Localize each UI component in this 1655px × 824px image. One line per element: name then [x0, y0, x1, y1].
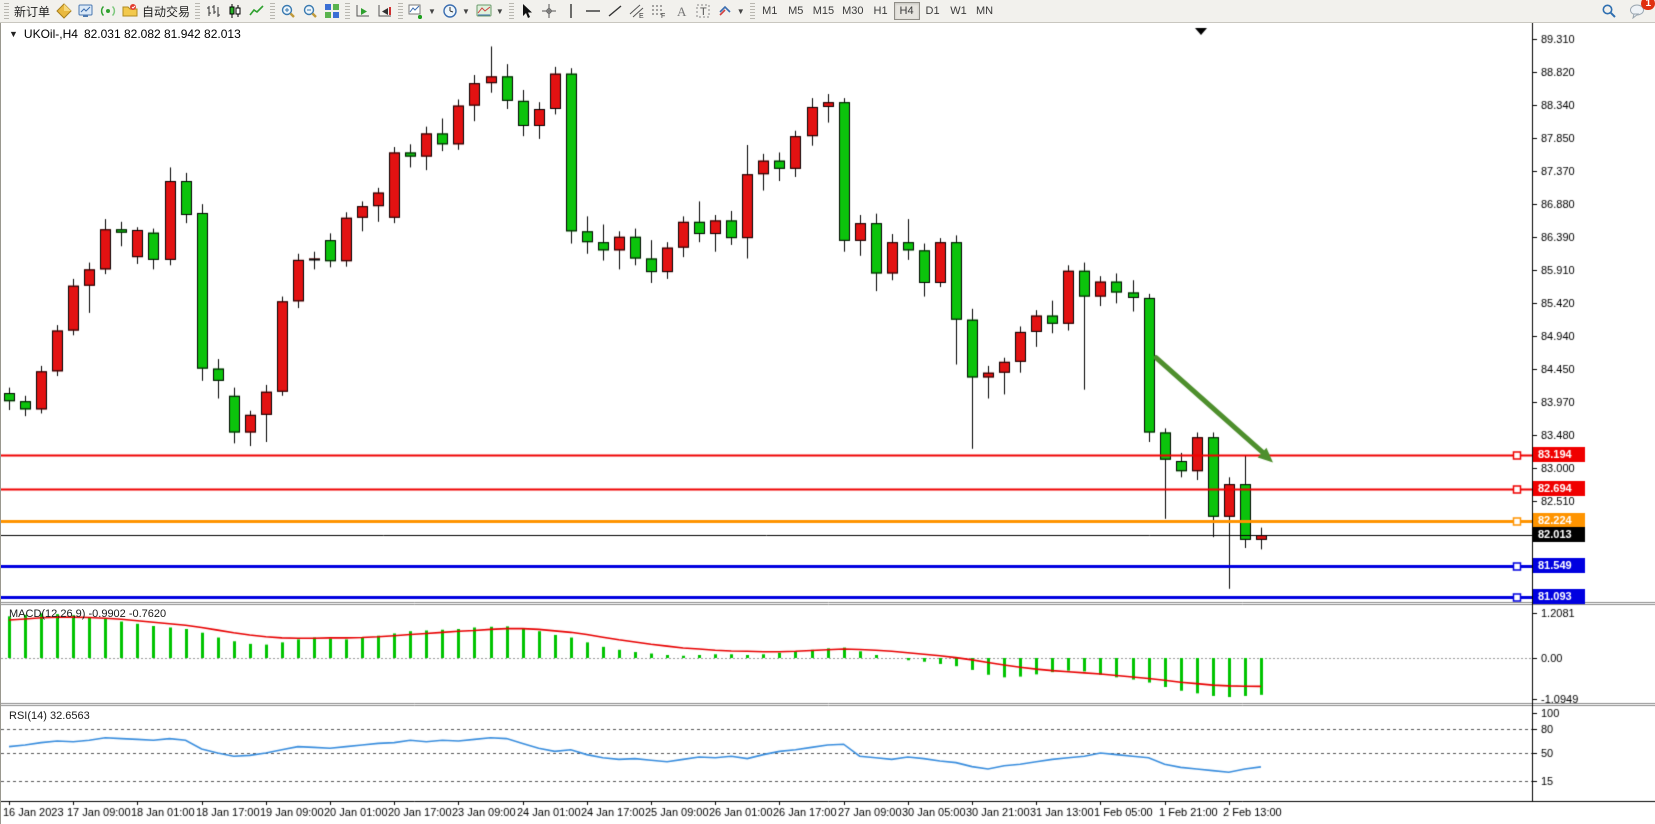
periods-button[interactable]: ▼ [439, 1, 473, 21]
toolbar-group-handle [345, 3, 351, 19]
chart-shift-icon [377, 3, 393, 19]
search-button[interactable] [1598, 1, 1620, 21]
toolbar-group [193, 0, 268, 22]
templates-button[interactable]: ▼ [473, 1, 507, 21]
tile-windows-button[interactable] [321, 1, 343, 21]
timeframe-m1-button[interactable]: M1 [757, 2, 783, 20]
hline-icon [585, 3, 601, 19]
crosshair-icon [541, 3, 557, 19]
svg-text:F: F [661, 13, 665, 19]
equidistant-channel-button[interactable]: E [626, 1, 648, 21]
indicators-button[interactable]: ▼ [405, 1, 439, 21]
chart-symbol-period: UKOil-,H4 [23, 27, 78, 41]
toolbar-group-handle [270, 3, 276, 19]
chart-window-icon-button[interactable] [53, 1, 75, 21]
toolbar-group: ▼ ▼ ▼ [396, 0, 507, 22]
toolbar-group [268, 0, 343, 22]
toolbar-group-handle [4, 3, 9, 19]
svg-text:T: T [700, 6, 707, 18]
horizontal-line-button[interactable] [582, 1, 604, 21]
bar-chart-button[interactable] [202, 1, 224, 21]
dropdown-caret-icon[interactable]: ▼ [428, 6, 436, 16]
cursor-icon [519, 3, 535, 19]
toolbar-group-handle [508, 3, 514, 19]
auto-scroll-icon [355, 3, 371, 19]
notification-badge: 1 [1641, 0, 1655, 10]
arrows-button[interactable]: ▼ [714, 1, 748, 21]
chat-icon [1630, 4, 1644, 19]
svg-text:A: A [677, 4, 687, 19]
text-icon: A [673, 3, 689, 19]
fibonacci-button[interactable]: F [648, 1, 670, 21]
toolbar-group-handle [398, 3, 404, 19]
timeframe-m30-button[interactable]: M30 [838, 2, 867, 20]
line-chart-icon [249, 3, 265, 19]
vertical-line-button[interactable] [560, 1, 582, 21]
signals-icon-button[interactable] [97, 1, 119, 21]
line-chart-button[interactable] [246, 1, 268, 21]
auto-trading-button[interactable]: 自动交易 [119, 1, 193, 21]
new-order-button[interactable]: 新订单 [11, 1, 53, 21]
chart-title: ▼ UKOil-,H4 82.031 82.082 81.942 82.013 [9, 27, 241, 41]
crosshair-button[interactable] [538, 1, 560, 21]
candlestick-chart-canvas[interactable] [1, 23, 1655, 824]
candlestick-chart-button[interactable] [224, 1, 246, 21]
macd-indicator-label: MACD(12,26,9) -0.9902 -0.7620 [9, 608, 167, 620]
fibo-icon: F [651, 3, 667, 19]
zoom-in-icon [280, 3, 296, 19]
toolbar-group: 新订单 自动交易 [2, 0, 193, 22]
timeframe-m15-button[interactable]: M15 [809, 2, 838, 20]
timeframe-w1-button[interactable]: W1 [946, 2, 972, 20]
auto-scroll-button[interactable] [352, 1, 374, 21]
toolbar-group [343, 0, 396, 22]
search-icon [1602, 4, 1616, 18]
dropdown-caret-icon[interactable]: ▼ [495, 6, 504, 16]
text-button[interactable]: A [670, 1, 692, 21]
terminal-icon-button[interactable] [75, 1, 97, 21]
channel-icon: E [629, 3, 645, 19]
tiles-icon [324, 3, 340, 19]
new-order-button-label: 新订单 [14, 4, 51, 19]
timeframe-m5-button[interactable]: M5 [783, 2, 809, 20]
trendline-button[interactable] [604, 1, 626, 21]
terminal-icon [78, 3, 94, 19]
bar-chart-icon [205, 3, 221, 19]
timeframe-mn-button[interactable]: MN [972, 2, 998, 20]
dropdown-caret-icon[interactable]: ▼ [461, 6, 470, 16]
chart-window: ▼ UKOil-,H4 82.031 82.082 81.942 82.013 … [0, 23, 1655, 824]
svg-text:E: E [639, 13, 644, 19]
candles-icon [227, 3, 243, 19]
zoom-in-button[interactable] [277, 1, 299, 21]
text-label-button[interactable]: T [692, 1, 714, 21]
timeframe-h4-button[interactable]: H4 [893, 2, 920, 20]
shapes-icon [717, 3, 733, 19]
trendline-icon [607, 3, 623, 19]
chart-menu-triangle-icon[interactable]: ▼ [9, 29, 18, 39]
timeframe-d1-button[interactable]: D1 [920, 2, 946, 20]
zoom-out-button[interactable] [299, 1, 321, 21]
cursor-button[interactable] [516, 1, 538, 21]
chat-button[interactable] [1626, 1, 1649, 21]
gold-chart-icon [56, 3, 72, 19]
label-icon: T [695, 3, 711, 19]
indicators-icon [408, 3, 424, 19]
clock-icon [442, 3, 458, 19]
timeframe-toolbar: M1 M5 M15 M30 H1 H4 D1 W1 MN [757, 2, 998, 20]
toolbar-handle [749, 3, 755, 19]
templates-icon [476, 3, 492, 19]
timeframe-h1-button[interactable]: H1 [868, 2, 894, 20]
rsi-indicator-label: RSI(14) 32.6563 [9, 710, 90, 722]
zoom-out-icon [302, 3, 318, 19]
chart-shift-button[interactable] [374, 1, 396, 21]
dropdown-caret-icon[interactable]: ▼ [736, 6, 745, 16]
autotrade-icon [122, 3, 139, 19]
main-toolbar: 新订单 自动交易 ▼ ▼ ▼ E F A T ▼ M1 M5 M15 M30 H1 H4 D1 W1 MN 1 [0, 0, 1655, 23]
chart-ohlc-values: 82.031 82.082 81.942 82.013 [83, 27, 241, 41]
toolbar-group: E F A T ▼ [507, 0, 748, 22]
auto-trading-button-label: 自动交易 [142, 4, 191, 19]
signal-icon [100, 3, 116, 19]
toolbar-group-handle [195, 3, 201, 19]
vline-icon [563, 3, 579, 19]
